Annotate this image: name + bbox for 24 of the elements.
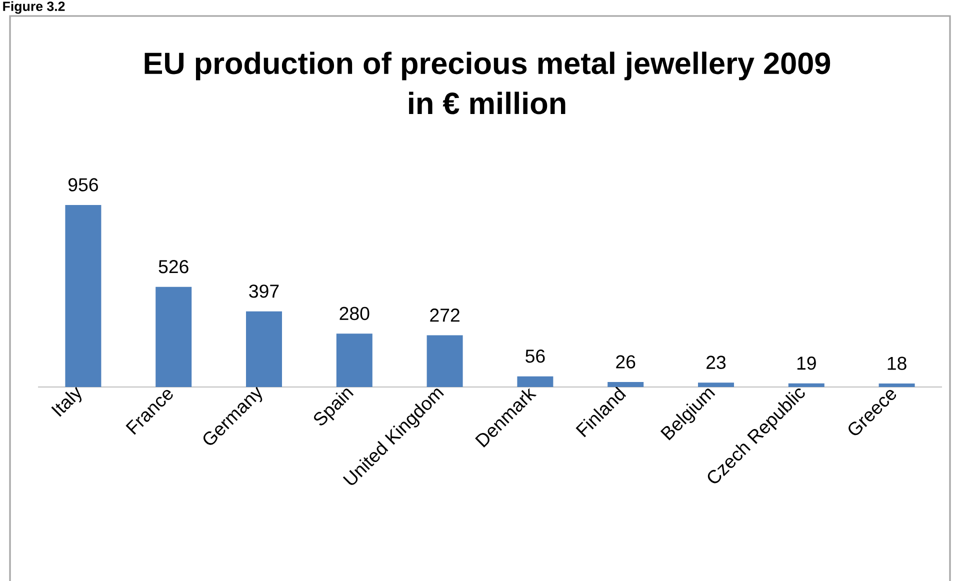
- chart-subtitle: in € million: [409, 92, 566, 114]
- data-label: 26: [616, 355, 636, 368]
- bar: [608, 382, 644, 387]
- data-label: 18: [888, 356, 906, 370]
- bar: [246, 311, 282, 387]
- bar: [156, 286, 192, 387]
- data-label: 19: [797, 356, 816, 370]
- data-label: 280: [340, 306, 370, 320]
- bar: [517, 376, 554, 387]
- bar: [426, 335, 463, 387]
- bar: [878, 384, 915, 387]
- data-label: 56: [526, 349, 545, 363]
- chart-title: EU production of precious metal jewellery 2009: [144, 52, 830, 80]
- bar: [336, 334, 372, 387]
- data-label: 23: [706, 356, 726, 370]
- bar: [698, 382, 734, 387]
- x-tick-label: Italy: [51, 386, 82, 417]
- bar: [788, 383, 824, 387]
- data-label: 526: [158, 260, 188, 274]
- data-label: 272: [430, 308, 460, 322]
- caption: Figure 3.2: [3, 1, 65, 14]
- data-label: 397: [249, 284, 279, 298]
- data-label: 956: [68, 178, 98, 192]
- bar: [65, 204, 102, 387]
